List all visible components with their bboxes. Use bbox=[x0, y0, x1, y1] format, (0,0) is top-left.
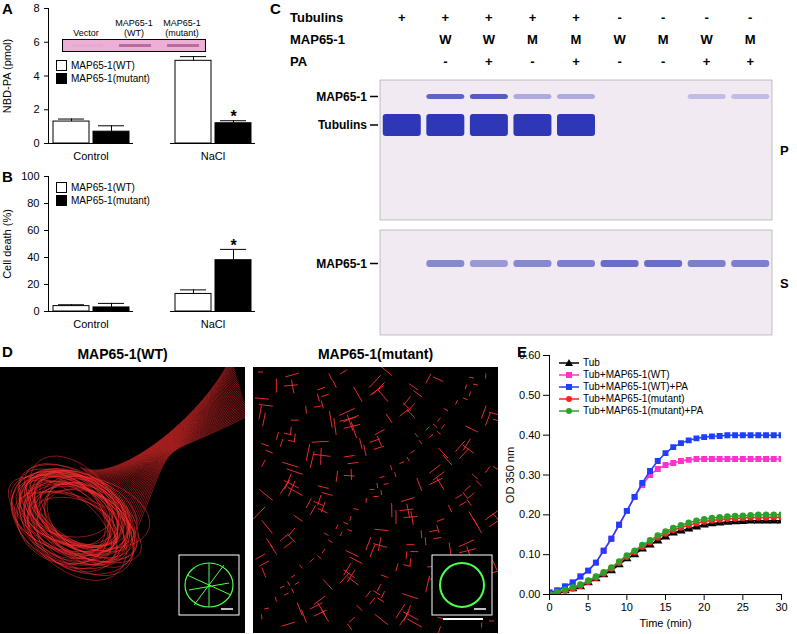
svg-text:NBD-PA (pmol): NBD-PA (pmol) bbox=[1, 39, 13, 113]
svg-text:60: 60 bbox=[27, 224, 39, 236]
svg-text:P: P bbox=[780, 143, 789, 158]
svg-text:20: 20 bbox=[27, 278, 39, 290]
svg-text:MAP65-1: MAP65-1 bbox=[316, 257, 367, 271]
svg-text:Tubulins: Tubulins bbox=[318, 118, 367, 132]
svg-text:40: 40 bbox=[27, 251, 39, 263]
svg-text:Control: Control bbox=[73, 150, 108, 162]
svg-text:MAP65-1: MAP65-1 bbox=[316, 90, 367, 104]
svg-text:0: 0 bbox=[546, 601, 552, 613]
svg-text:25: 25 bbox=[737, 601, 749, 613]
svg-text:S: S bbox=[780, 276, 789, 291]
svg-text:*: * bbox=[230, 108, 237, 125]
svg-text:0: 0 bbox=[33, 137, 39, 149]
svg-text:2: 2 bbox=[33, 103, 39, 115]
svg-text:NaCl: NaCl bbox=[201, 150, 225, 162]
svg-text:80: 80 bbox=[27, 197, 39, 209]
svg-text:0.00: 0.00 bbox=[519, 588, 540, 600]
svg-text:Time (min): Time (min) bbox=[639, 617, 691, 629]
svg-text:100: 100 bbox=[21, 170, 39, 182]
svg-text:5: 5 bbox=[585, 601, 591, 613]
svg-text:*: * bbox=[230, 237, 237, 254]
svg-text:0.10: 0.10 bbox=[519, 548, 540, 560]
svg-text:OD 350 nm: OD 350 nm bbox=[504, 447, 516, 503]
svg-text:0.20: 0.20 bbox=[519, 508, 540, 520]
svg-text:Control: Control bbox=[73, 318, 108, 330]
svg-text:30: 30 bbox=[775, 601, 787, 613]
svg-text:6: 6 bbox=[33, 36, 39, 48]
svg-text:0: 0 bbox=[33, 305, 39, 317]
svg-text:0.50: 0.50 bbox=[519, 389, 540, 401]
svg-text:15: 15 bbox=[659, 601, 671, 613]
svg-text:10: 10 bbox=[621, 601, 633, 613]
svg-text:0.30: 0.30 bbox=[519, 469, 540, 481]
svg-text:4: 4 bbox=[33, 70, 39, 82]
svg-text:0.40: 0.40 bbox=[519, 429, 540, 441]
svg-text:NaCl: NaCl bbox=[201, 318, 225, 330]
svg-text:Cell death (%): Cell death (%) bbox=[1, 209, 13, 279]
svg-text:8: 8 bbox=[33, 2, 39, 14]
svg-text:20: 20 bbox=[698, 601, 710, 613]
